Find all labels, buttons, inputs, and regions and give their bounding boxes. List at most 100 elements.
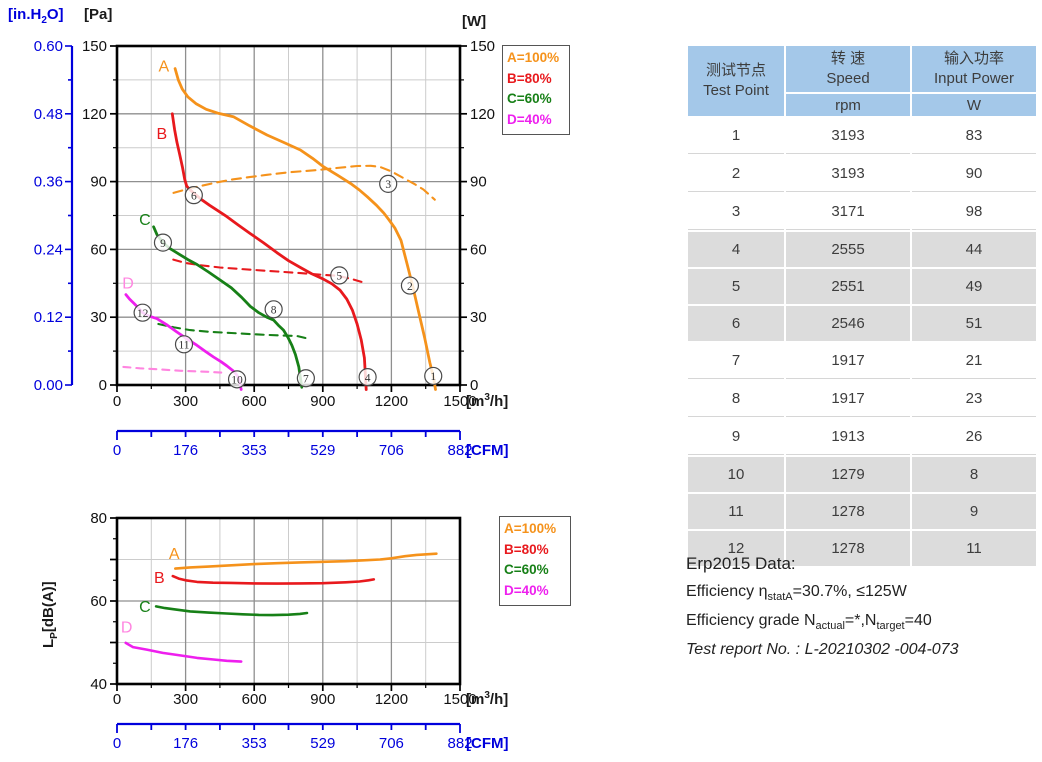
svg-text:60: 60 — [90, 241, 107, 258]
test-point-marker-8 — [264, 300, 283, 319]
table-row: 2 3193 90 — [688, 156, 1036, 192]
svg-text:60: 60 — [470, 241, 487, 258]
table-cell-power: 8 — [912, 457, 1036, 492]
svg-text:A: A — [169, 546, 180, 563]
series-A-static-pressure — [173, 67, 437, 391]
legend-entry-d: D=40% — [507, 111, 552, 127]
table-row: 12 1278 11 — [688, 531, 1036, 566]
table-cell-power: 21 — [912, 343, 1036, 379]
svg-text:30: 30 — [90, 309, 107, 326]
performance-inh2o-axis: 0.60 0.48 0.36 0.24 0.12 0.00 — [34, 38, 74, 394]
svg-text:300: 300 — [173, 393, 198, 410]
header-speed-unit: rpm — [786, 94, 910, 116]
test-point-marker-1 — [424, 366, 443, 386]
airflow-unit-m3h-bottom: [m3/h] — [466, 690, 509, 708]
svg-text:1: 1 — [430, 371, 436, 383]
test-point-marker-9 — [153, 233, 173, 252]
series-C-input-power — [157, 322, 312, 341]
performance-curve-labels: A B C D — [122, 58, 169, 292]
series-A-noise — [174, 552, 438, 570]
header-input-power: 输入功率 Input Power — [912, 46, 1036, 92]
test-point-marker-4 — [358, 367, 377, 387]
svg-text:80: 80 — [90, 510, 107, 527]
svg-text:0.12: 0.12 — [34, 309, 63, 326]
table-cell-speed: 3193 — [786, 118, 910, 154]
svg-text:0.60: 0.60 — [34, 38, 63, 55]
svg-text:2: 2 — [407, 281, 413, 293]
legend-entry-d: D=40% — [504, 582, 549, 598]
svg-text:D: D — [121, 620, 133, 637]
table-row: 5 2551 49 — [688, 269, 1036, 304]
svg-text:176: 176 — [173, 735, 198, 752]
svg-text:1500: 1500 — [443, 393, 476, 410]
table-cell-power: 90 — [912, 156, 1036, 192]
table-cell-point: 7 — [688, 343, 784, 379]
table-cell-power: 11 — [912, 531, 1036, 566]
table-row: 9 1913 26 — [688, 419, 1036, 455]
table-cell-speed: 2555 — [786, 232, 910, 267]
svg-text:4: 4 — [365, 372, 371, 384]
test-point-table: 测试节点 Test Point 转 速 Speed 输入功率 Input Power … — [686, 44, 1038, 568]
svg-text:900: 900 — [310, 393, 335, 410]
legend-entry-c: C=60% — [507, 91, 552, 106]
svg-text:90: 90 — [470, 174, 487, 191]
noise-ticks — [110, 517, 461, 691]
series-C-static-pressure — [152, 225, 304, 389]
header-power-unit: W — [912, 94, 1036, 116]
airflow-unit-cfm-bottom: [CFM] — [466, 735, 509, 752]
power-unit-w: [W] — [462, 13, 487, 30]
svg-text:0: 0 — [113, 691, 121, 708]
series-B-static-pressure — [170, 112, 368, 391]
erp-test-report: Test report No. : L-20210302 -004-073 — [686, 641, 959, 659]
performance-series — [122, 67, 437, 391]
table-cell-power: 9 — [912, 494, 1036, 529]
table-cell-point: 8 — [688, 381, 784, 417]
table-row: 8 1917 23 — [688, 381, 1036, 417]
svg-text:300: 300 — [173, 691, 198, 708]
noise-cfm-axis: 0 176 353 529 706 882 — [113, 722, 473, 752]
svg-text:882: 882 — [447, 735, 472, 752]
airflow-unit-cfm-top: [CFM] — [466, 442, 509, 459]
svg-text:1500: 1500 — [443, 691, 476, 708]
legend-entry-a: A=100% — [507, 50, 560, 65]
table-cell-point: 2 — [688, 156, 784, 192]
performance-tick-labels: 0 300 600 900 1200 15000306090120150030609012… — [82, 38, 495, 410]
svg-text:30: 30 — [470, 309, 487, 326]
svg-text:1200: 1200 — [375, 691, 408, 708]
table-cell-power: 83 — [912, 118, 1036, 154]
svg-text:11: 11 — [178, 340, 189, 352]
table-cell-speed: 1278 — [786, 531, 910, 566]
svg-text:600: 600 — [242, 691, 267, 708]
svg-text:0: 0 — [470, 377, 478, 394]
svg-text:150: 150 — [470, 38, 495, 55]
legend-entry-c: C=60% — [504, 562, 549, 577]
table-row: 3 3171 98 — [688, 194, 1036, 230]
legend-entry-b: B=80% — [507, 70, 552, 86]
table-units-row: rpm W — [688, 94, 1036, 116]
svg-text:120: 120 — [470, 106, 495, 123]
svg-text:9: 9 — [160, 238, 166, 250]
svg-text:C: C — [139, 212, 151, 229]
table-cell-speed: 1278 — [786, 494, 910, 529]
svg-text:B: B — [156, 126, 167, 143]
airflow-unit-m3h-top: [m3/h] — [466, 392, 509, 410]
table-row: 6 2546 51 — [688, 306, 1036, 341]
table-cell-speed: 3171 — [786, 194, 910, 230]
erp-title: Erp2015 Data: — [686, 554, 796, 573]
test-point-marker-7 — [296, 369, 315, 388]
table-cell-power: 49 — [912, 269, 1036, 304]
legend-entry-b: B=80% — [504, 541, 549, 557]
svg-text:120: 120 — [82, 106, 107, 123]
test-point-marker-10 — [227, 370, 247, 389]
table-cell-speed: 3193 — [786, 156, 910, 192]
svg-text:40: 40 — [90, 676, 107, 693]
series-D-input-power — [122, 365, 227, 374]
svg-text:900: 900 — [310, 691, 335, 708]
table-cell-point: 11 — [688, 494, 784, 529]
table-cell-point: 12 — [688, 531, 784, 566]
performance-cfm-axis: 0 176 353 529 706 882 — [113, 429, 473, 459]
svg-text:882: 882 — [447, 442, 472, 459]
svg-text:3: 3 — [385, 179, 391, 191]
